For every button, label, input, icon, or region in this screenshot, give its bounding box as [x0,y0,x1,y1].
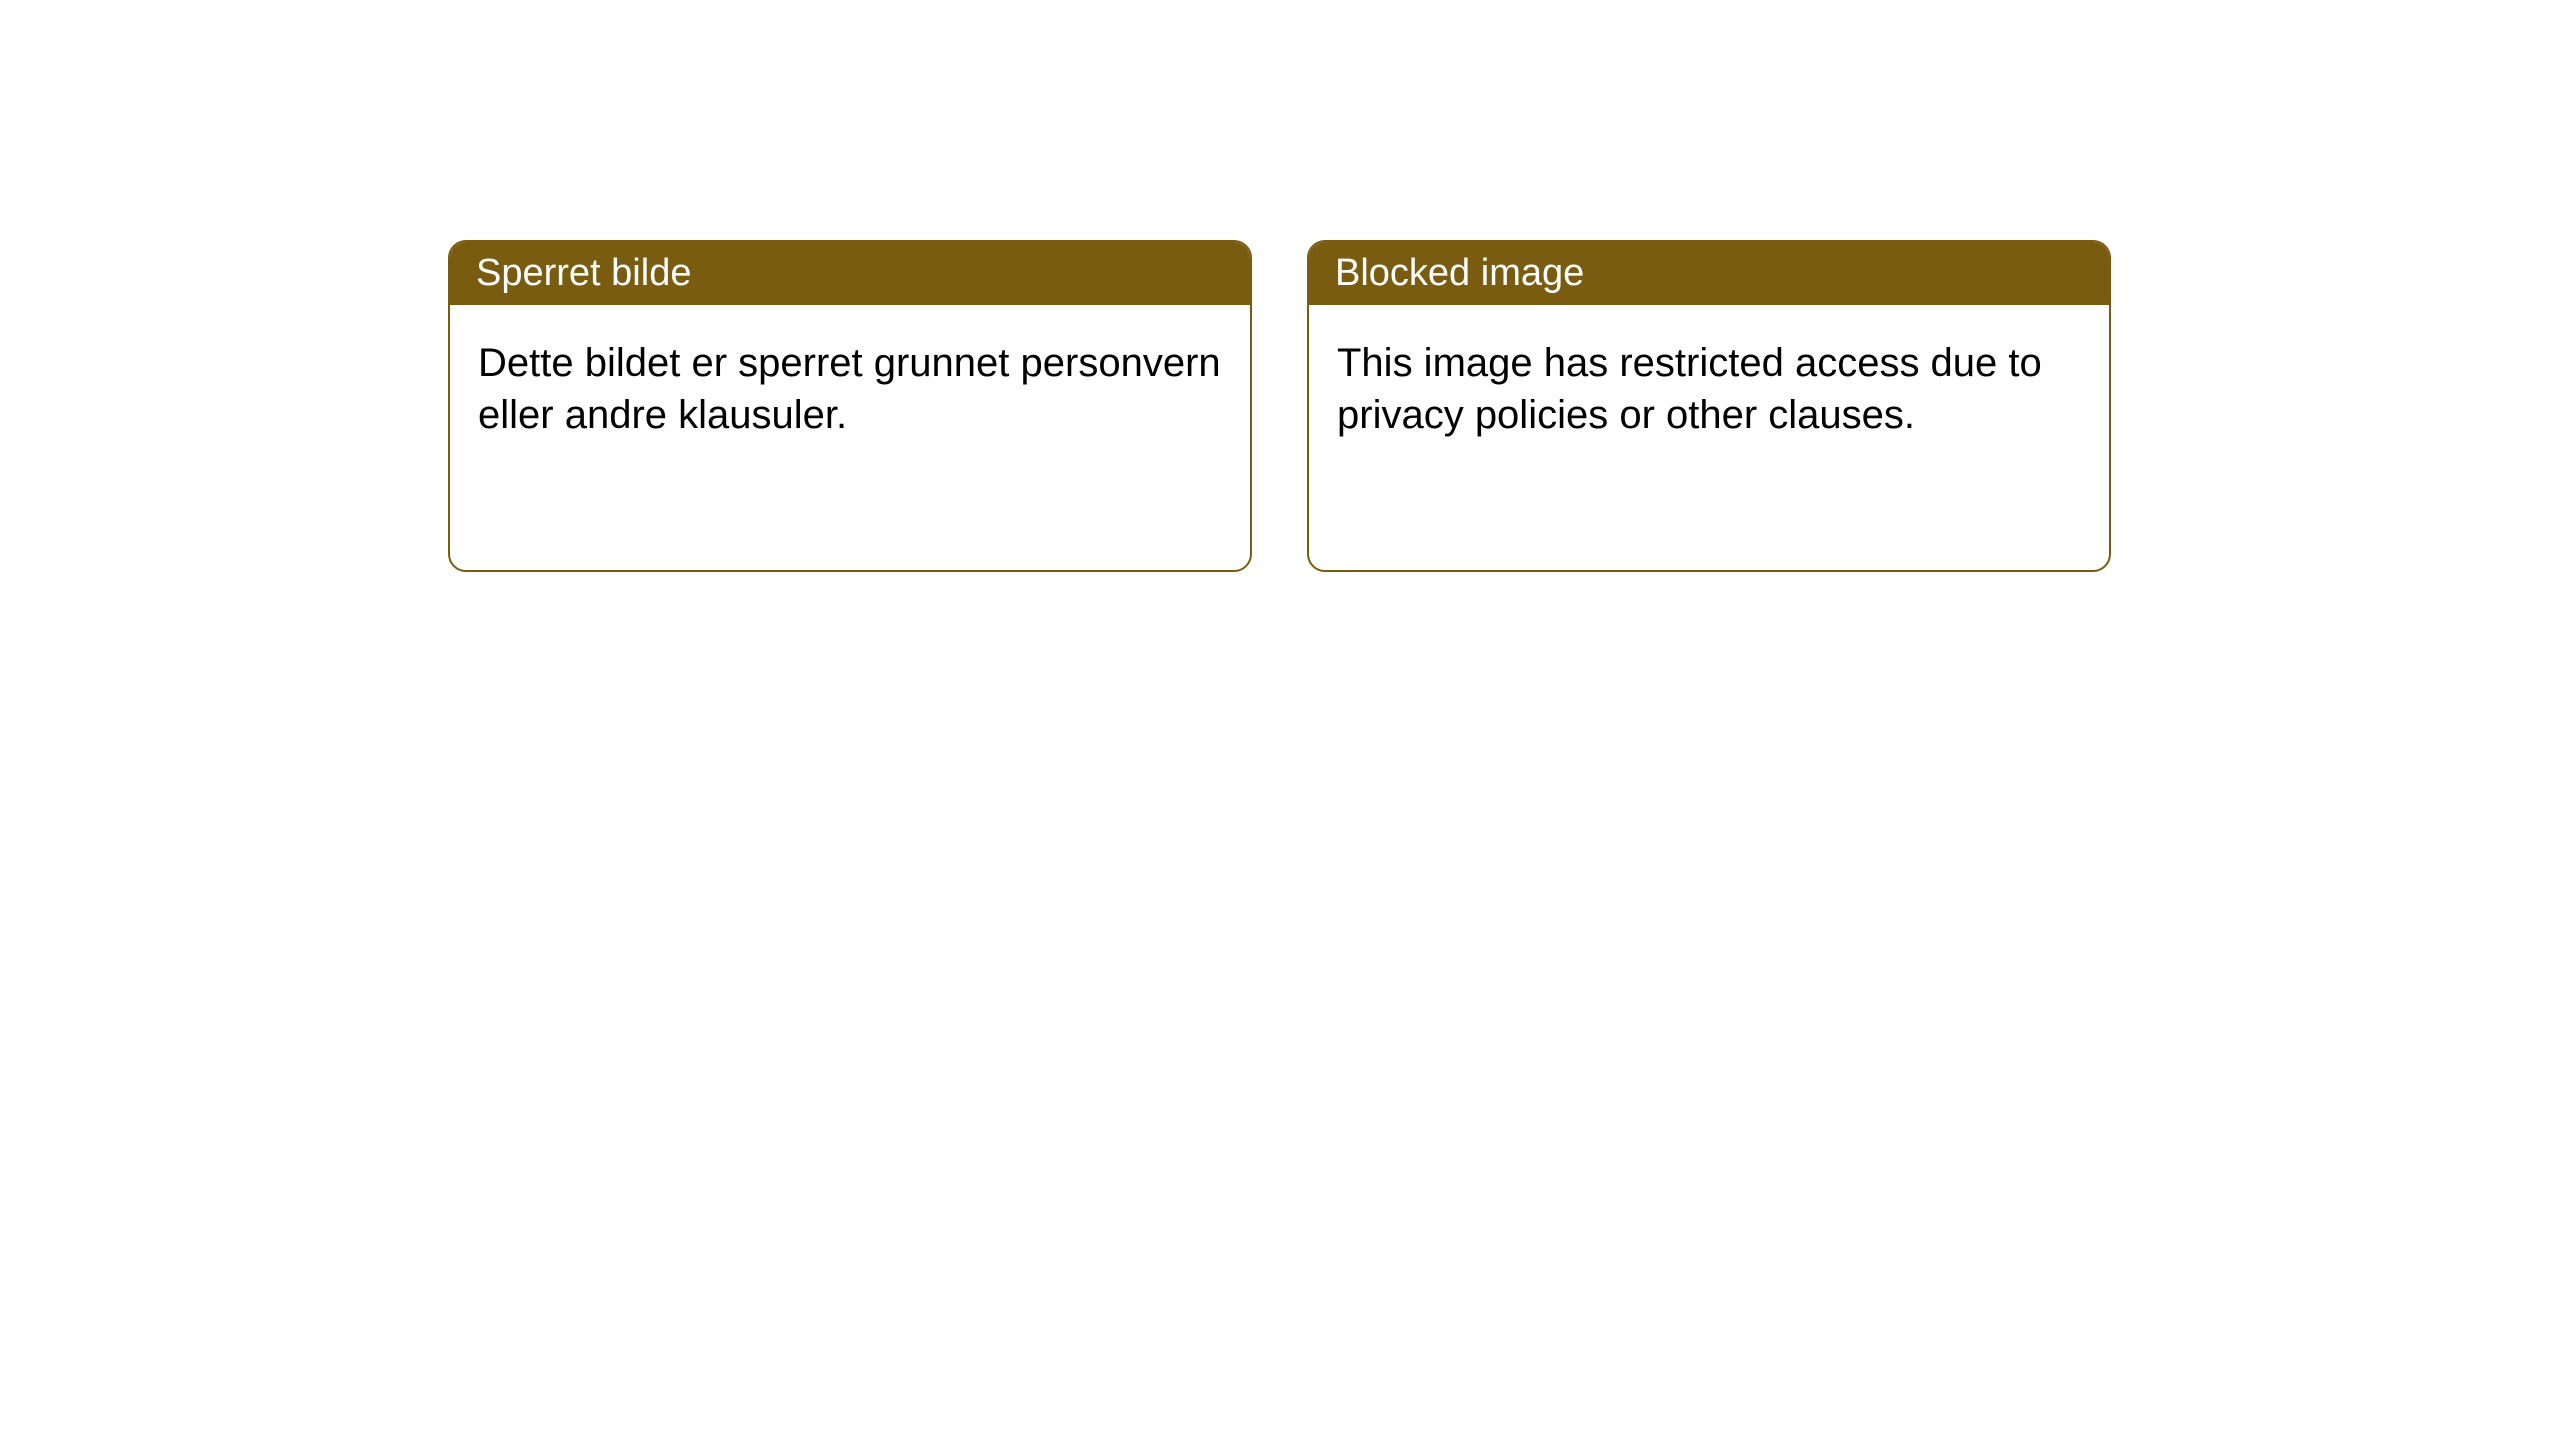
card-header-text: Sperret bilde [476,252,691,294]
notice-card-english: Blocked image This image has restricted … [1307,240,2111,572]
card-body: Dette bildet er sperret grunnet personve… [450,305,1250,473]
card-body-text: Dette bildet er sperret grunnet personve… [478,341,1221,437]
card-header: Sperret bilde [450,242,1250,305]
card-body: This image has restricted access due to … [1309,305,2109,473]
notice-container: Sperret bilde Dette bildet er sperret gr… [448,240,2111,572]
card-header: Blocked image [1309,242,2109,305]
card-header-text: Blocked image [1335,252,1584,294]
card-body-text: This image has restricted access due to … [1337,341,2042,437]
notice-card-norwegian: Sperret bilde Dette bildet er sperret gr… [448,240,1252,572]
